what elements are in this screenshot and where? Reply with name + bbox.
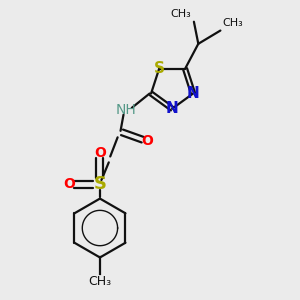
Text: N: N <box>166 101 178 116</box>
Text: CH₃: CH₃ <box>223 18 244 28</box>
Text: CH₃: CH₃ <box>88 275 112 288</box>
Text: CH₃: CH₃ <box>171 9 191 20</box>
Text: S: S <box>154 61 165 76</box>
Text: S: S <box>93 176 106 194</box>
Text: O: O <box>63 177 75 191</box>
Text: N: N <box>187 86 200 101</box>
Text: O: O <box>94 146 106 160</box>
Text: NH: NH <box>116 103 137 117</box>
Text: O: O <box>141 134 153 148</box>
